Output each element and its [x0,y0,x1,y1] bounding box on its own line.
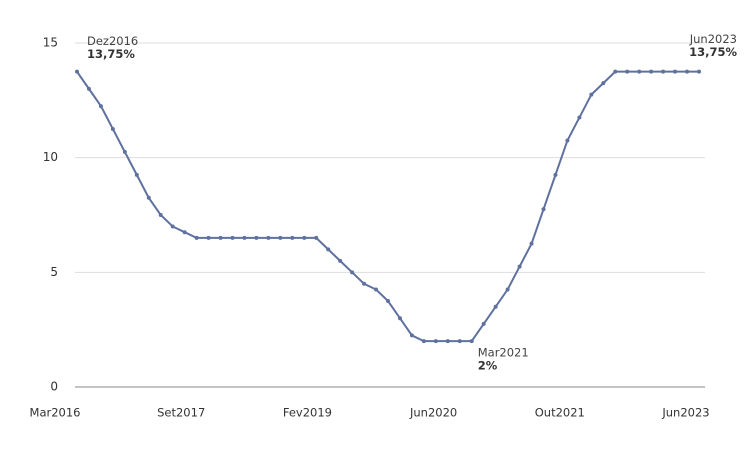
y-tick-label: 15 [43,36,58,50]
point [374,287,379,292]
point [469,339,474,344]
x-tick-label: Fev2019 [283,406,332,420]
point [661,69,666,74]
point [517,264,522,269]
point [170,224,175,229]
point [409,333,414,338]
point [206,235,211,240]
annotation-value: 13,75% [689,45,737,59]
point [278,235,283,240]
point [625,69,630,74]
point [75,69,79,74]
point [553,172,558,177]
point [266,235,271,240]
point [230,235,235,240]
point [649,69,654,74]
point [601,81,606,86]
point [326,247,331,252]
annotation-value: 2% [478,359,498,373]
y-tick-label: 0 [50,380,58,394]
point [218,235,223,240]
x-tick-label: Jun2023 [661,406,709,420]
annotation-date: Dez2016 [87,34,138,48]
point [421,339,426,344]
point [194,235,199,240]
point [493,304,498,309]
point [397,316,402,321]
point [637,69,642,74]
x-tick-label: Out2021 [535,406,585,420]
y-tick-label: 10 [43,150,58,164]
point [481,321,486,326]
annotation-date: Mar2021 [478,346,529,360]
point [565,138,570,143]
point [146,195,151,200]
point [685,69,690,74]
y-tick-label: 5 [50,265,58,279]
point [589,92,594,97]
point [86,86,91,91]
point [613,69,618,74]
x-tick-label: Jun2020 [409,406,457,420]
point [529,241,534,246]
point [386,299,390,303]
point [362,281,367,286]
point [182,230,187,235]
point [433,339,438,344]
x-tick-label: Set2017 [157,406,205,420]
point [158,213,163,217]
point [134,172,139,177]
point [110,127,115,131]
point [314,235,319,240]
point [541,207,546,212]
annotation-value: 13,75% [87,47,135,61]
point [577,115,582,120]
point [242,235,247,240]
point [457,339,462,344]
point [505,287,510,292]
point [98,104,103,109]
point [122,149,127,154]
point [254,235,259,240]
point [445,339,450,344]
annotation-date: Jun2023 [689,32,737,46]
x-tick-label: Mar2016 [30,406,81,420]
point [302,235,307,240]
point [290,235,295,240]
point [338,258,343,263]
point [350,270,355,275]
point [673,69,678,74]
point [697,69,701,74]
